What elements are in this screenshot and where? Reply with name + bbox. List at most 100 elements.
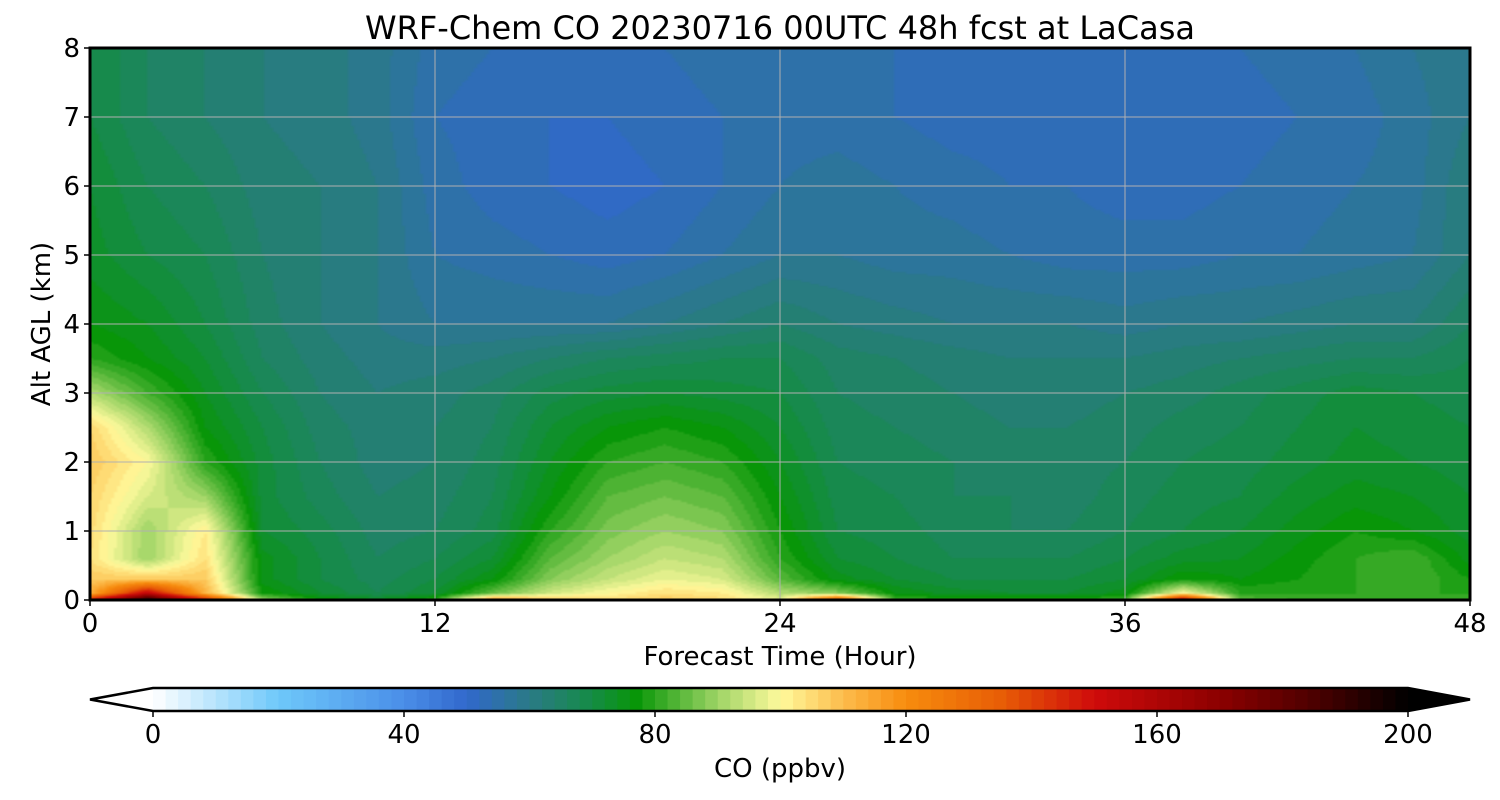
colorbar-cell <box>1119 688 1133 711</box>
colorbar-cell <box>592 688 606 711</box>
y-tick-label: 0 <box>63 586 80 616</box>
colorbar-cell <box>391 688 405 711</box>
colorbar-cell <box>830 688 844 711</box>
colorbar-cell <box>441 688 455 711</box>
y-tick-label: 8 <box>63 34 80 64</box>
colorbar-cell <box>1094 688 1108 711</box>
colorbar-cell <box>567 688 581 711</box>
colorbar-cell <box>868 688 882 711</box>
colorbar: 0 40 80 120 160 200 <box>89 686 1471 750</box>
colorbar-label: CO (ppbv) <box>714 754 846 784</box>
colorbar-cell <box>780 688 794 711</box>
colorbar-cell <box>454 688 468 711</box>
colorbar-cell <box>1282 688 1296 711</box>
colorbar-cell <box>893 688 907 711</box>
colorbar-cell <box>1320 688 1334 711</box>
colorbar-cell <box>855 688 869 711</box>
colorbar-cell <box>692 688 706 711</box>
colorbar-cell <box>165 688 179 711</box>
colorbar-cell <box>880 688 895 711</box>
colorbar-cell <box>240 688 254 711</box>
colorbar-cell <box>1018 688 1033 711</box>
colorbar-cell <box>1106 688 1120 711</box>
colorbar-cell <box>617 688 631 711</box>
colorbar-cell <box>1131 688 1146 711</box>
colorbar-cell <box>504 688 518 711</box>
y-tick-label: 1 <box>63 517 80 547</box>
colorbar-cell <box>742 688 756 711</box>
colorbar-cell <box>1219 688 1233 711</box>
colorbar-cell <box>1144 688 1158 711</box>
colorbar-cell <box>303 688 317 711</box>
colorbar-cell <box>1269 688 1284 711</box>
colorbar-cell <box>767 688 782 711</box>
colorbar-cell <box>1182 688 1196 711</box>
colorbar-cell <box>366 688 380 711</box>
colorbar-cell <box>629 688 644 711</box>
x-tick-label: 12 <box>418 609 451 639</box>
colorbar-cell <box>291 688 305 711</box>
colorbar-cell <box>1207 688 1221 711</box>
colorbar-cell <box>604 688 618 711</box>
colorbar-cell <box>1056 688 1070 711</box>
colorbar-tick-label: 40 <box>387 720 420 750</box>
colorbar-tick-label: 80 <box>638 720 671 750</box>
colorbar-cell <box>1370 688 1384 711</box>
colorbar-cell <box>1044 688 1058 711</box>
colorbar-cell <box>215 688 229 711</box>
colorbar-tick-label: 120 <box>881 720 931 750</box>
y-tick-label: 5 <box>63 241 80 271</box>
colorbar-cell <box>1232 688 1246 711</box>
colorbar-cells <box>153 688 1409 711</box>
chart-title: WRF-Chem CO 20230716 00UTC 48h fcst at L… <box>365 9 1195 47</box>
colorbar-cell <box>730 688 744 711</box>
colorbar-cell <box>253 688 267 711</box>
colorbar-cell <box>178 688 192 711</box>
y-tick-label: 3 <box>63 379 80 409</box>
colorbar-cell <box>328 688 342 711</box>
colorbar-cell <box>153 688 167 711</box>
x-tick-label: 36 <box>1108 609 1141 639</box>
colorbar-cell <box>516 688 531 711</box>
colorbar-cell <box>203 688 217 711</box>
colorbar-cell <box>931 688 945 711</box>
colorbar-cell <box>1194 688 1208 711</box>
colorbar-cell <box>265 688 280 711</box>
y-tick-label: 7 <box>63 103 80 133</box>
colorbar-cell <box>705 688 719 711</box>
colorbar-cell <box>1157 688 1171 711</box>
colorbar-cell <box>793 688 807 711</box>
colorbar-cell <box>491 688 505 711</box>
y-tick-label: 2 <box>63 448 80 478</box>
colorbar-cell <box>993 688 1007 711</box>
colorbar-cell <box>579 688 593 711</box>
y-axis-label: Alt AGL (km) <box>27 242 57 406</box>
colorbar-cell <box>818 688 832 711</box>
colorbar-cell <box>943 688 957 711</box>
colorbar-cell <box>190 688 204 711</box>
colorbar-cell <box>1332 688 1346 711</box>
colorbar-cell <box>667 688 681 711</box>
colorbar-cell <box>479 688 493 711</box>
colorbar-cell <box>429 688 443 711</box>
colorbar-cell <box>906 688 920 711</box>
colorbar-cell <box>1006 688 1020 711</box>
colorbar-cell <box>1081 688 1095 711</box>
colorbar-cell <box>642 688 656 711</box>
colorbar-cell <box>805 688 819 711</box>
x-axis-ticks: 0 12 24 36 48 <box>82 600 1487 639</box>
colorbar-extend-high <box>1408 688 1470 711</box>
colorbar-tick-label: 160 <box>1132 720 1182 750</box>
plot-area <box>88 46 1472 602</box>
colorbar-cell <box>655 688 669 711</box>
colorbar-cell <box>1382 688 1397 711</box>
colorbar-cell <box>404 688 418 711</box>
y-tick-label: 6 <box>63 172 80 202</box>
colorbar-cell <box>1257 688 1271 711</box>
colorbar-cell <box>1345 688 1359 711</box>
colorbar-cell <box>466 688 480 711</box>
x-tick-label: 0 <box>82 609 99 639</box>
y-tick-label: 4 <box>63 310 80 340</box>
y-axis-ticks: 0 1 2 3 4 5 6 7 8 <box>63 34 90 616</box>
